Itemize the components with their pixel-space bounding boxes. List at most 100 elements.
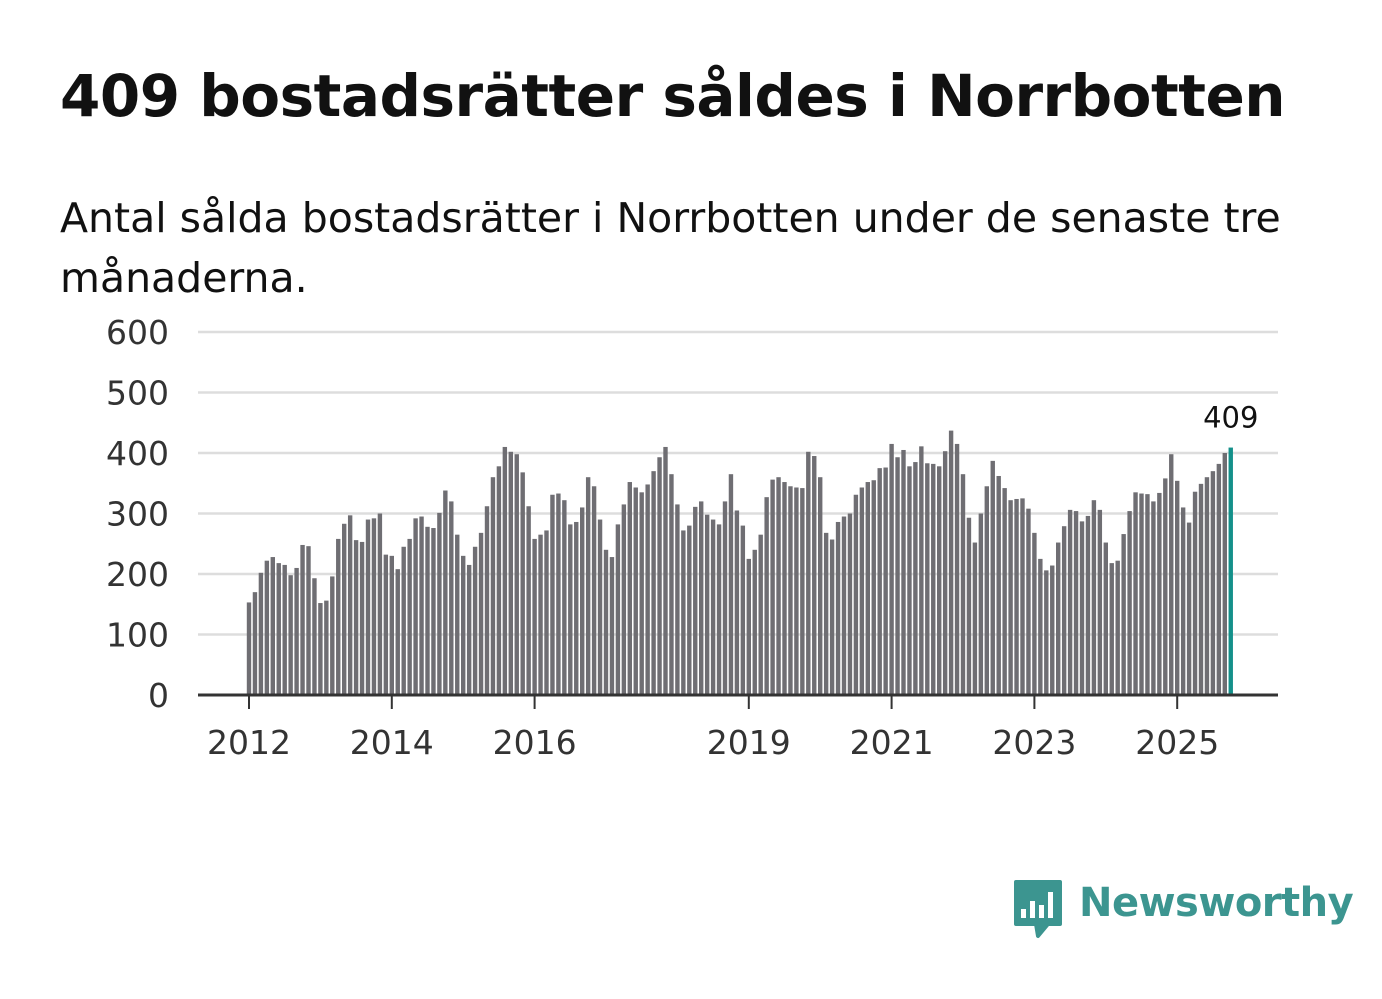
bar — [609, 557, 615, 695]
newsworthy-logo-text: Newsworthy — [1079, 880, 1354, 926]
bar — [1127, 511, 1132, 695]
bar — [746, 558, 751, 696]
bar — [585, 477, 591, 695]
bar — [538, 534, 543, 695]
bar — [859, 487, 865, 695]
bar — [514, 454, 519, 695]
bar — [413, 518, 418, 695]
bar — [645, 484, 650, 695]
bar — [704, 514, 710, 695]
bar — [1073, 511, 1079, 695]
y-tick-label: 600 — [106, 313, 169, 352]
bar — [288, 575, 293, 695]
bar-highlight — [1228, 447, 1233, 695]
last-value-label: 409 — [1203, 401, 1258, 435]
bar — [966, 517, 972, 695]
bar — [1210, 471, 1216, 695]
bar — [401, 546, 406, 695]
bar — [669, 474, 674, 695]
bar — [264, 560, 270, 695]
bar — [425, 526, 430, 695]
bar — [1103, 542, 1108, 695]
newsworthy-logo: Newsworthy — [1012, 878, 1354, 940]
x-axis-labels: 2012 2014 2016 2019 2021 2023 2025 — [207, 723, 1219, 762]
x-tick-label: 2016 — [493, 723, 577, 762]
bar — [1175, 480, 1180, 695]
bar — [990, 460, 995, 695]
bar — [1032, 532, 1037, 695]
bar — [877, 468, 882, 696]
bar — [639, 492, 644, 695]
bar — [883, 467, 888, 695]
bar — [443, 490, 448, 695]
bar — [776, 477, 781, 695]
bar — [1151, 501, 1156, 695]
bar — [306, 546, 311, 695]
newsworthy-logo-icon — [1014, 880, 1062, 938]
bar — [651, 471, 656, 695]
bar — [395, 569, 400, 695]
bar — [270, 557, 275, 695]
bar — [318, 603, 323, 695]
bar — [895, 457, 900, 695]
bar — [853, 494, 859, 695]
bar — [633, 487, 638, 695]
bar — [484, 506, 490, 695]
bar — [1044, 570, 1049, 695]
bar — [615, 524, 621, 695]
bar — [496, 466, 502, 695]
y-tick-label: 100 — [106, 616, 169, 655]
bar — [478, 532, 484, 695]
bar — [710, 519, 716, 695]
bar — [562, 500, 567, 695]
bar — [847, 513, 853, 695]
bar — [752, 549, 757, 695]
bar — [657, 457, 662, 695]
bar — [1192, 491, 1198, 695]
bar — [812, 456, 817, 695]
bar — [1014, 498, 1019, 695]
bar — [568, 524, 573, 695]
bar — [794, 487, 799, 695]
bar — [330, 576, 335, 695]
x-tick-label: 2019 — [707, 723, 791, 762]
bar — [407, 538, 412, 695]
bar — [681, 530, 686, 695]
bar — [770, 479, 775, 695]
bar — [1038, 558, 1043, 696]
bar — [359, 541, 365, 695]
bar — [972, 542, 978, 695]
bar — [282, 564, 287, 695]
page-subtitle: Antal sålda bostadsrätter i Norrbotten u… — [60, 194, 1281, 302]
bar — [960, 474, 966, 695]
bar — [716, 524, 722, 695]
bar — [788, 486, 793, 695]
bar — [1169, 454, 1174, 695]
bar — [389, 555, 394, 695]
bar — [1115, 560, 1120, 695]
bar — [1050, 565, 1055, 695]
bar — [1067, 509, 1073, 695]
bar — [1002, 488, 1007, 695]
bar — [931, 463, 936, 695]
bar — [865, 482, 870, 695]
bar — [782, 482, 787, 695]
bar — [829, 539, 835, 695]
bar — [591, 486, 597, 695]
y-tick-label: 200 — [106, 555, 169, 594]
bar — [353, 540, 359, 695]
bar — [800, 488, 805, 695]
bar — [841, 516, 847, 695]
bar — [377, 513, 383, 695]
bar — [490, 477, 496, 695]
bar — [1198, 483, 1204, 695]
bar — [466, 564, 472, 695]
bar — [246, 602, 252, 695]
bar — [687, 525, 692, 695]
x-axis — [198, 693, 1278, 709]
bar — [1139, 493, 1144, 695]
bar — [312, 578, 317, 695]
y-axis-labels: 0 100 200 300 400 500 600 — [106, 313, 169, 715]
bar — [580, 507, 585, 695]
bar — [901, 449, 906, 695]
